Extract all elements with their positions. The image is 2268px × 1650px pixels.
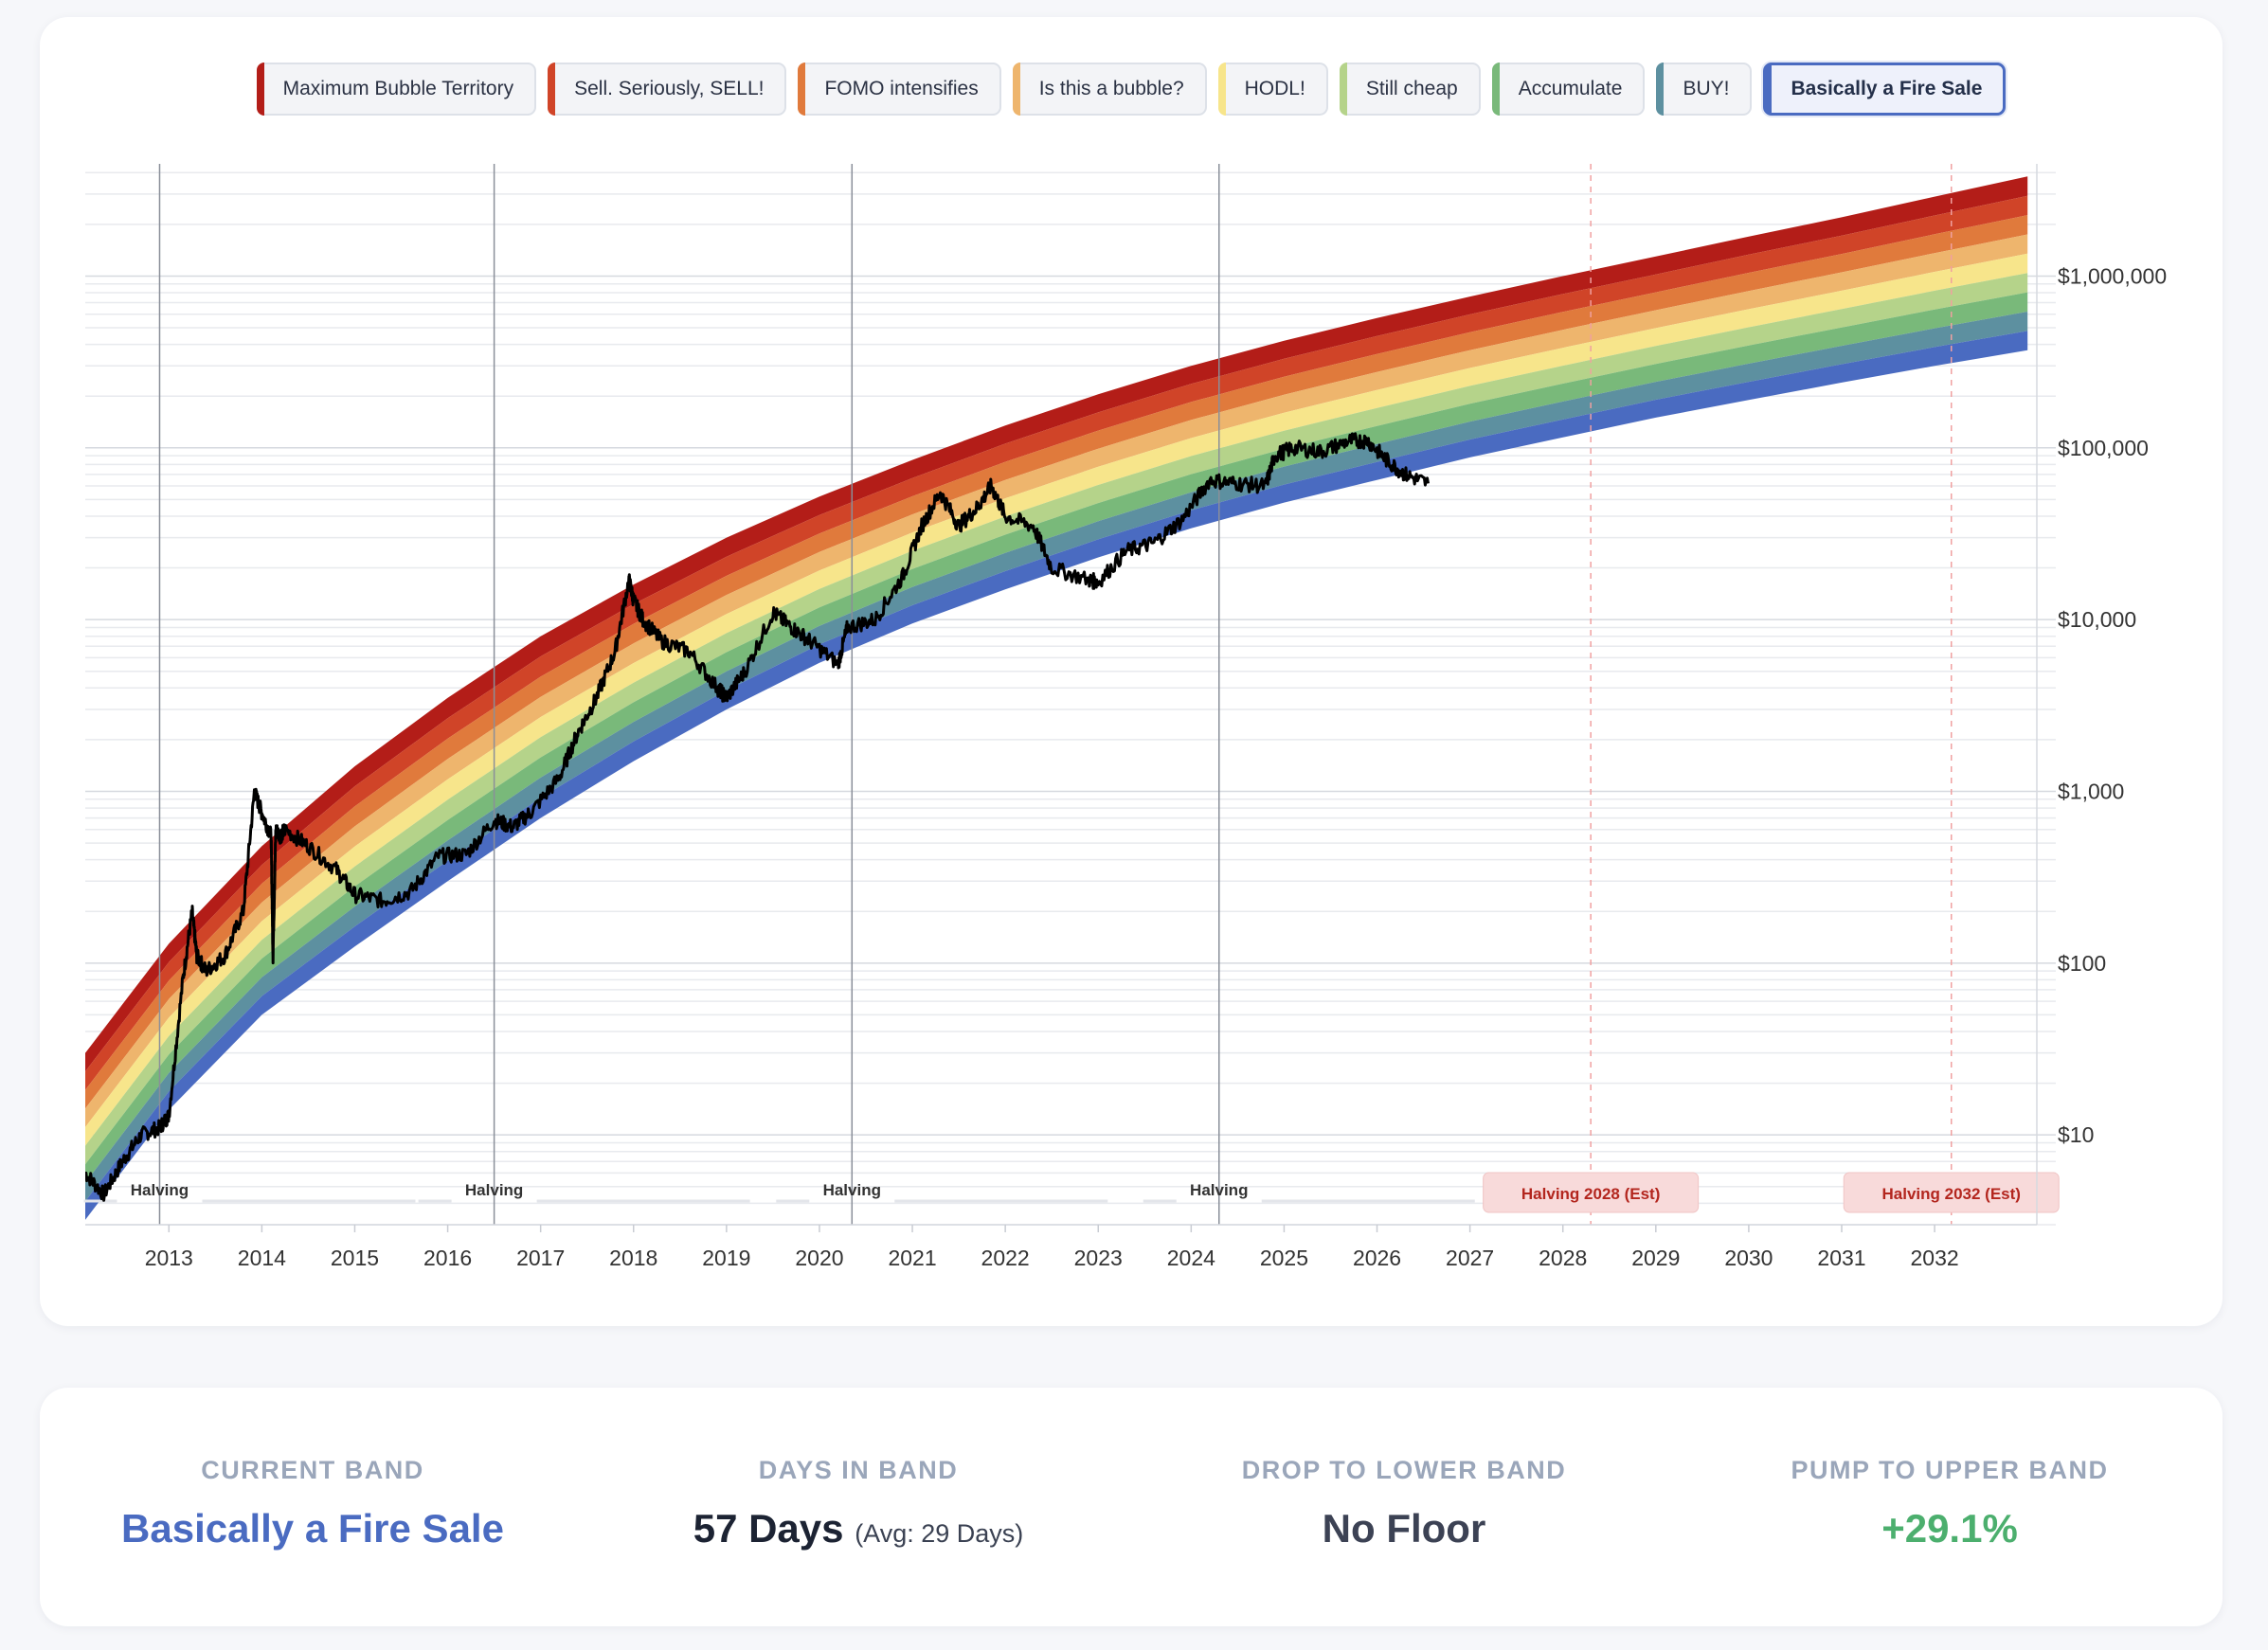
x-tick-label: 2015 <box>331 1246 379 1270</box>
chart-card: Maximum Bubble Territory Sell. Seriously,… <box>40 17 2223 1326</box>
x-tick-label: 2021 <box>888 1246 936 1270</box>
band-6 <box>85 273 2028 1165</box>
legend-label: Basically a Fire Sale <box>1791 78 1983 99</box>
x-tick-label: 2023 <box>1074 1246 1123 1270</box>
x-tick-label: 2022 <box>981 1246 1030 1270</box>
halving-label: Halving <box>1190 1181 1248 1199</box>
halving-label-bg <box>1483 1172 1700 1213</box>
legend-swatch <box>548 63 556 116</box>
halving-label: Halving 2032 (Est) <box>1882 1185 2021 1203</box>
days-in-band-value: 57 Days (Avg: 29 Days) <box>585 1506 1131 1551</box>
y-tick-label: $100 <box>2058 951 2106 976</box>
legend-item-1[interactable]: Maximum Bubble Territory <box>256 63 537 116</box>
legend-label: Still cheap <box>1365 78 1458 99</box>
legend-item-5[interactable]: HODL! <box>1217 63 1328 116</box>
legend-item-8[interactable]: BUY! <box>1656 63 1753 116</box>
current-band-value: Basically a Fire Sale <box>121 1506 504 1551</box>
legend-swatch <box>1339 63 1347 116</box>
legend-label: Accumulate <box>1518 78 1623 99</box>
x-tick-label: 2032 <box>1911 1246 1959 1270</box>
x-tick-label: 2024 <box>1167 1246 1215 1270</box>
y-tick-label: $1,000,000 <box>2058 263 2167 288</box>
x-tick-label: 2020 <box>795 1246 843 1270</box>
halving-label: Halving <box>823 1181 881 1199</box>
legend-swatch <box>798 63 806 116</box>
stat-pump-to-upper: PUMP TO UPPER BAND +29.1% <box>1677 1388 2223 1626</box>
halving-label: Halving 2028 (Est) <box>1521 1185 1660 1203</box>
halving-label-bg <box>1843 1172 2060 1213</box>
x-tick-label: 2013 <box>145 1246 193 1270</box>
x-tick-label: 2019 <box>702 1246 750 1270</box>
stat-label: PUMP TO UPPER BAND <box>1791 1456 2109 1484</box>
legend-swatch <box>1491 63 1500 116</box>
y-tick-label: $100,000 <box>2058 436 2149 460</box>
price-line <box>85 432 1430 1202</box>
y-tick-label: $1,000 <box>2058 779 2124 803</box>
rainbow-chart: Halving Halving Halving Halving Halving 2028… <box>83 164 2167 1270</box>
legend-label: FOMO intensifies <box>824 78 979 99</box>
legend-swatch <box>1217 63 1226 116</box>
legend-label: BUY! <box>1683 78 1730 99</box>
legend-item-9[interactable]: Basically a Fire Sale <box>1763 63 2007 116</box>
stat-label: DROP TO LOWER BAND <box>1241 1456 1567 1484</box>
stats-card: CURRENT BAND Basically a Fire Sale DAYS … <box>40 1388 2223 1626</box>
legend-label: Is this a bubble? <box>1038 78 1184 99</box>
legend-item-3[interactable]: FOMO intensifies <box>798 63 1001 116</box>
legend-item-4[interactable]: Is this a bubble? <box>1012 63 1207 116</box>
stat-days-in-band: DAYS IN BAND 57 Days (Avg: 29 Days) <box>585 1388 1131 1626</box>
stat-drop-to-lower: DROP TO LOWER BAND No Floor <box>1131 1388 1677 1626</box>
legend-swatch <box>1656 63 1665 116</box>
legend-swatch <box>1764 63 1773 115</box>
drop-to-lower-value: No Floor <box>1322 1506 1486 1551</box>
legend-item-7[interactable]: Accumulate <box>1491 63 1646 116</box>
x-tick-label: 2028 <box>1539 1246 1587 1270</box>
legend-label: HODL! <box>1244 78 1305 99</box>
x-tick-label: 2017 <box>516 1246 565 1270</box>
legend-item-2[interactable]: Sell. Seriously, SELL! <box>548 63 787 116</box>
x-tick-label: 2018 <box>609 1246 657 1270</box>
legend-item-6[interactable]: Still cheap <box>1339 63 1481 116</box>
halving-label: Halving <box>465 1181 523 1199</box>
pump-to-upper-value: +29.1% <box>1881 1506 2018 1551</box>
stat-label: CURRENT BAND <box>201 1456 424 1484</box>
days-average: (Avg: 29 Days) <box>855 1519 1024 1548</box>
x-tick-label: 2016 <box>423 1246 472 1270</box>
x-tick-label: 2029 <box>1631 1246 1680 1270</box>
legend-label: Maximum Bubble Territory <box>282 78 514 99</box>
x-tick-label: 2031 <box>1817 1246 1865 1270</box>
y-tick-label: $10 <box>2058 1122 2094 1147</box>
legend-swatch <box>1012 63 1020 116</box>
legend-swatch <box>256 63 264 116</box>
x-tick-label: 2030 <box>1724 1246 1773 1270</box>
stat-label: DAYS IN BAND <box>758 1456 959 1484</box>
band-legend: Maximum Bubble Territory Sell. Seriously,… <box>40 63 2223 116</box>
x-tick-label: 2027 <box>1446 1246 1494 1270</box>
halving-label: Halving <box>131 1181 189 1199</box>
days-value: 57 Days <box>693 1506 844 1551</box>
x-tick-label: 2014 <box>238 1246 286 1270</box>
x-tick-label: 2025 <box>1260 1246 1308 1270</box>
stat-current-band: CURRENT BAND Basically a Fire Sale <box>40 1388 585 1626</box>
y-tick-label: $10,000 <box>2058 607 2136 632</box>
legend-label: Sell. Seriously, SELL! <box>574 78 765 99</box>
x-tick-label: 2026 <box>1353 1246 1401 1270</box>
